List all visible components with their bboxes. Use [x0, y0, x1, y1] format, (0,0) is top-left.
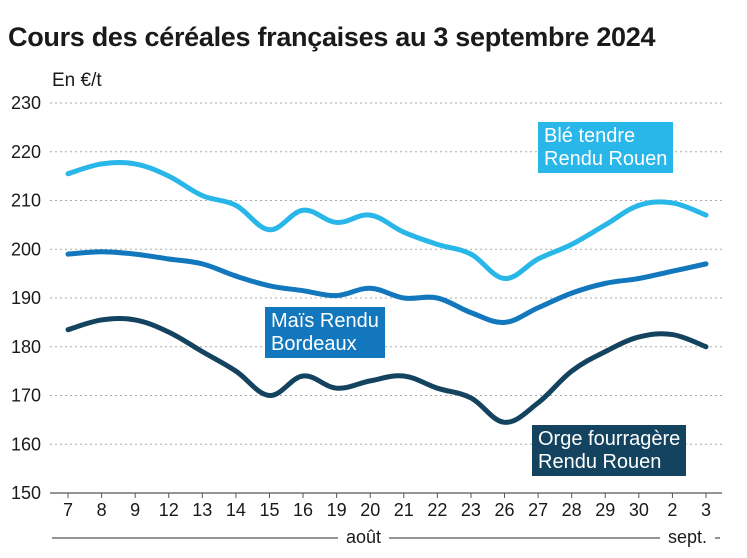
callout-ble-line2: Rendu Rouen: [544, 148, 668, 170]
x-tick-label: 16: [293, 500, 313, 520]
month-label-aout: août: [338, 527, 390, 548]
x-tick-label: 9: [130, 500, 140, 520]
x-tick-label: 21: [394, 500, 414, 520]
x-tick-label: 3: [701, 500, 711, 520]
x-tick-label: 7: [63, 500, 73, 520]
callout-orge-line2: Rendu Rouen: [538, 451, 662, 473]
y-tick-label: 160: [11, 434, 41, 454]
x-tick-label: 28: [562, 500, 582, 520]
x-tick-label: 26: [495, 500, 515, 520]
y-axis-unit-label: En €/t: [52, 70, 102, 91]
series-line-0: [65, 159, 709, 281]
x-tick-label: 30: [629, 500, 649, 520]
y-tick-label: 190: [11, 288, 41, 308]
series-line-1: [65, 249, 709, 325]
x-tick-label: 20: [360, 500, 380, 520]
x-tick-label: 2: [667, 500, 677, 520]
callout-orge-line1: Orge fourragère: [538, 428, 681, 450]
series-line-2: [65, 315, 709, 425]
x-tick-label: 22: [427, 500, 447, 520]
x-tick-label: 15: [259, 500, 279, 520]
x-tick-label: 27: [528, 500, 548, 520]
callout-mais-line2: Bordeaux: [271, 333, 357, 355]
month-label-sept: sept.: [660, 527, 716, 548]
x-tick-label: 8: [97, 500, 107, 520]
y-tick-label: 170: [11, 386, 41, 406]
callout-ble-line1: Blé tendre: [544, 125, 636, 147]
y-tick-label: 230: [11, 93, 41, 113]
x-tick-label: 29: [595, 500, 615, 520]
callout-orge: Orge fourragère Rendu Rouen: [532, 425, 687, 476]
y-tick-label: 150: [11, 483, 41, 503]
callout-mais-line1: Maïs Rendu: [271, 310, 379, 332]
chart-title: Cours des céréales françaises au 3 septe…: [8, 22, 656, 52]
y-tick-label: 220: [11, 142, 41, 162]
x-tick-label: 12: [159, 500, 179, 520]
callout-ble-tendre: Blé tendre Rendu Rouen: [538, 122, 674, 173]
x-tick-label: 14: [226, 500, 246, 520]
y-tick-label: 180: [11, 337, 41, 357]
y-tick-label: 200: [11, 239, 41, 259]
y-tick-label: 210: [11, 191, 41, 211]
x-tick-label: 23: [461, 500, 481, 520]
x-tick-label: 13: [192, 500, 212, 520]
callout-mais: Maïs Rendu Bordeaux: [265, 307, 385, 358]
x-tick-label: 19: [327, 500, 347, 520]
